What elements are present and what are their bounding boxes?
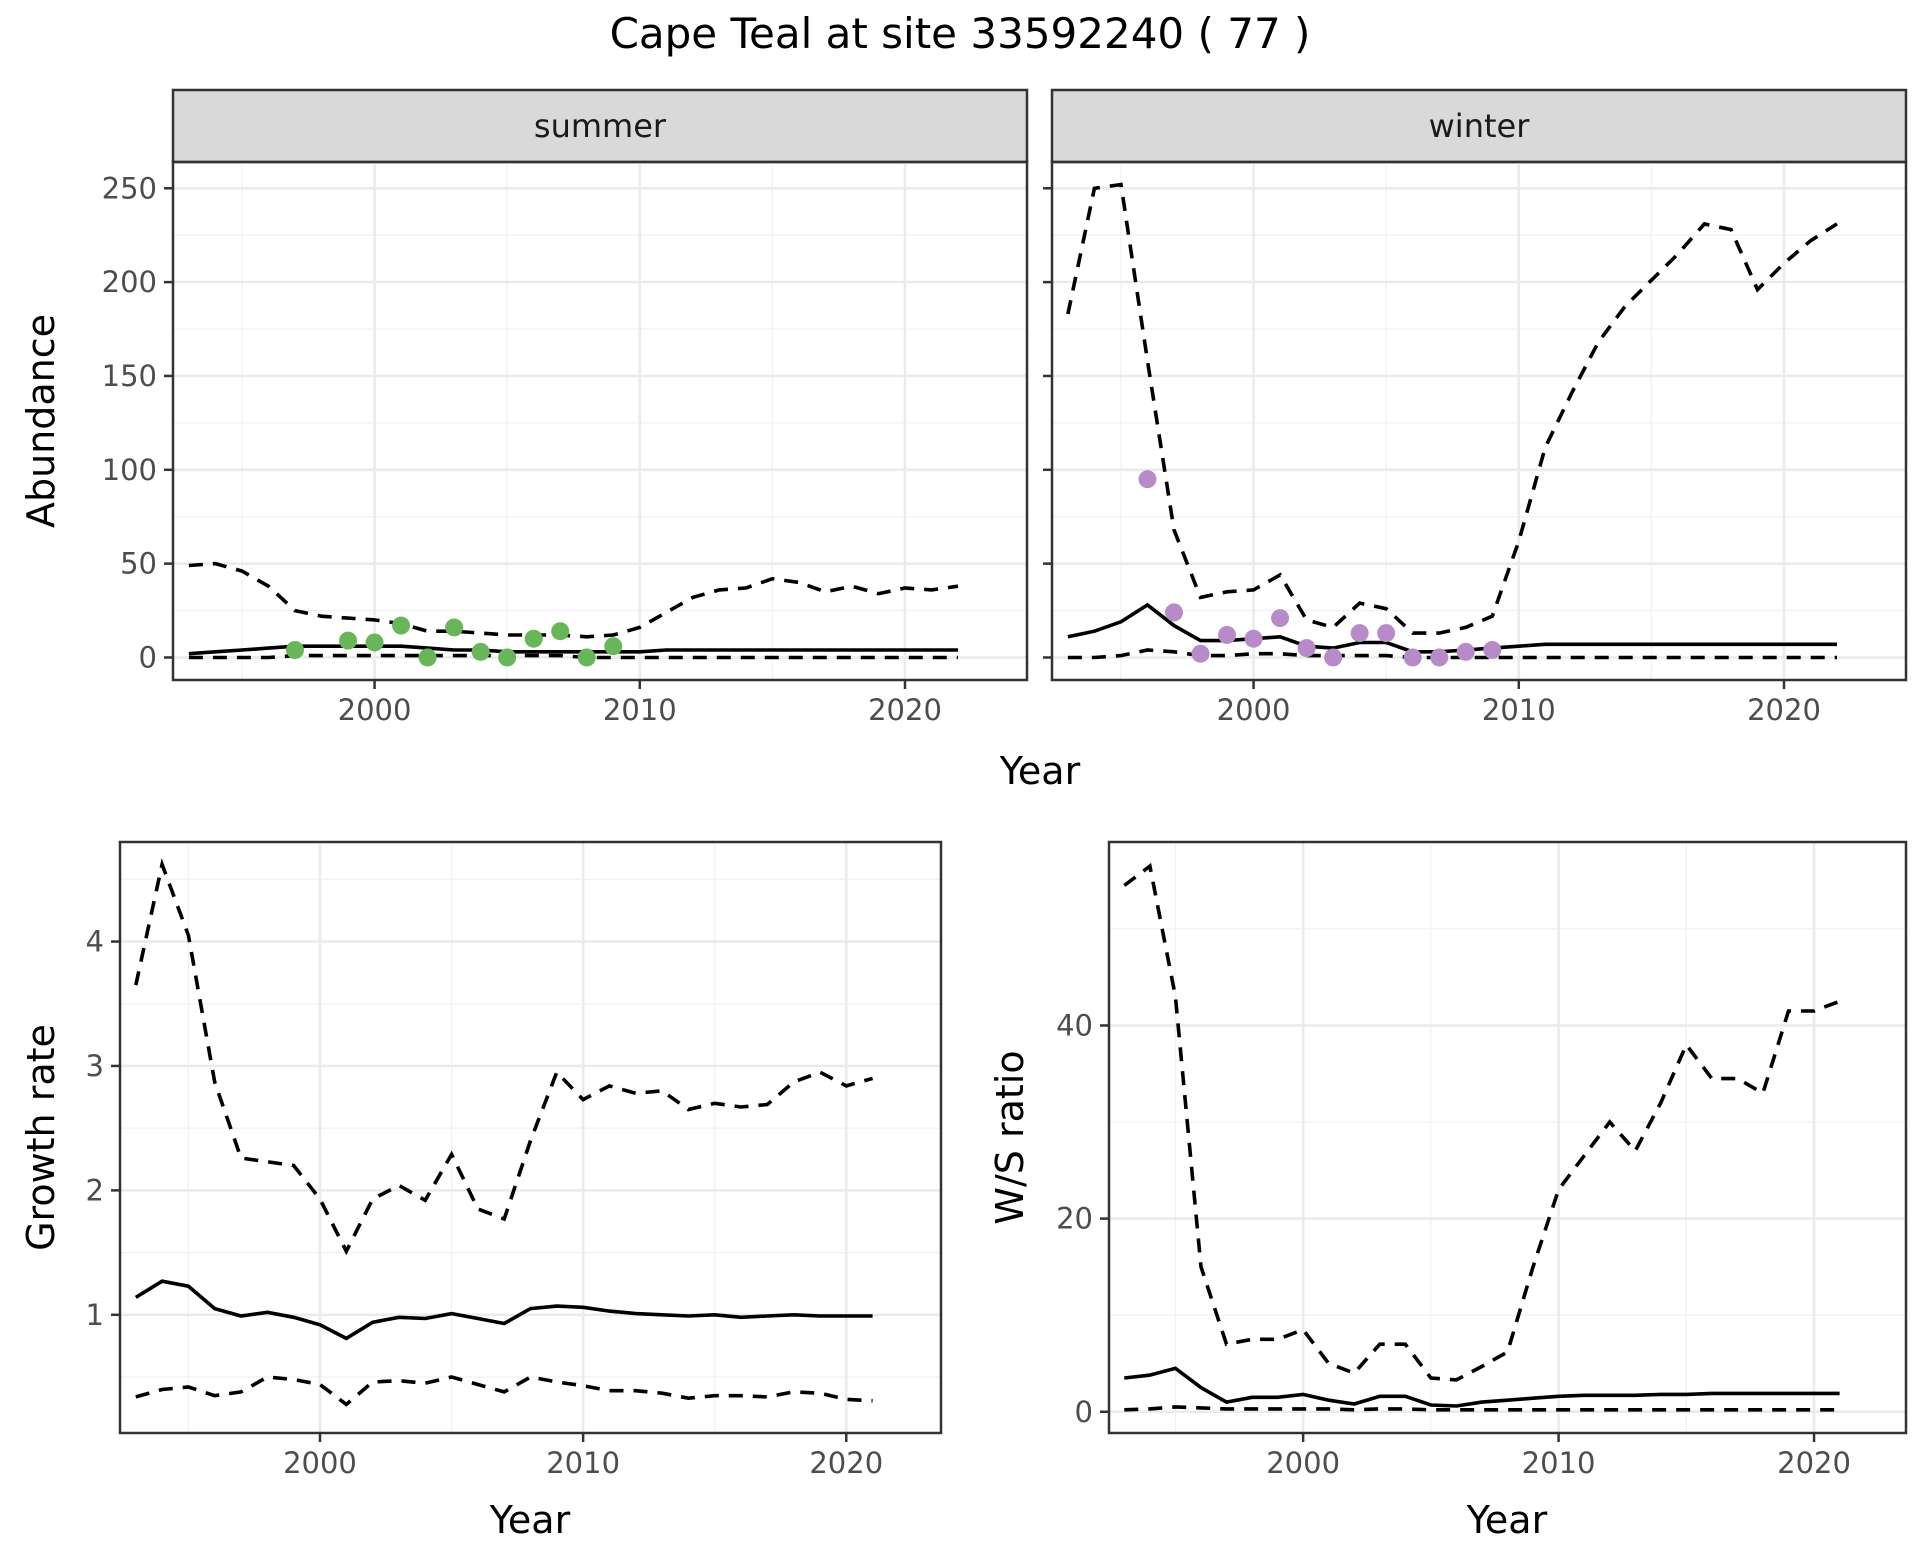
data-point-summer <box>418 648 437 667</box>
data-point-summer <box>286 640 304 659</box>
lower-bound-line <box>188 653 958 660</box>
data-point-winter <box>1271 609 1290 628</box>
x-tick-label: 2010 <box>603 693 677 727</box>
data-point-summer <box>524 629 543 648</box>
chart-title: Cape Teal at site 33592240 ( 77 ) <box>610 9 1311 58</box>
facet-strip-winter <box>1050 88 1908 164</box>
upper-bound-line <box>1066 182 1838 635</box>
mean-line <box>134 1279 873 1341</box>
y-tick-label: 4 <box>86 925 104 959</box>
x-tick-label: 2000 <box>1217 693 1291 727</box>
y-tick-label: 200 <box>102 265 157 299</box>
data-point-summer <box>392 616 411 635</box>
facet-strip-label: winter <box>1429 107 1531 145</box>
data-point-summer <box>604 637 623 656</box>
panel-border <box>118 840 943 1435</box>
x-tick-label: 2000 <box>1266 1446 1340 1480</box>
y-tick-label: 50 <box>120 547 157 581</box>
data-point-winter <box>1191 644 1210 663</box>
mean-line <box>1124 1366 1840 1408</box>
y-axis-title: W/S ratio <box>988 1050 1032 1224</box>
data-point-summer <box>551 622 570 641</box>
panel-border <box>1107 840 1908 1435</box>
data-point-winter <box>1456 642 1475 661</box>
upper-bound-line <box>1123 862 1841 1382</box>
y-tick-label: 0 <box>139 640 157 674</box>
data-point-summer <box>471 642 490 661</box>
data-point-winter <box>1297 639 1316 658</box>
y-tick-label: 20 <box>1056 1202 1093 1236</box>
facet-strip-label: summer <box>534 107 667 145</box>
data-point-winter <box>1244 629 1263 648</box>
data-point-summer <box>339 631 358 650</box>
data-point-summer <box>445 618 464 637</box>
y-tick-label: 3 <box>86 1049 104 1083</box>
lower-bound-line <box>135 1375 873 1407</box>
x-tick-label: 2020 <box>809 1446 883 1480</box>
x-axis-title: Year <box>489 1498 571 1542</box>
data-point-winter <box>1483 640 1502 659</box>
panel-border <box>1050 160 1908 682</box>
data-point-winter <box>1430 648 1449 667</box>
x-tick-label: 2020 <box>1747 693 1821 727</box>
y-tick-label: 150 <box>102 359 157 393</box>
x-tick-label: 2010 <box>546 1446 620 1480</box>
data-point-summer <box>577 648 596 667</box>
data-point-summer <box>498 648 517 667</box>
upper-bound-line <box>134 858 874 1256</box>
x-axis-title: Year <box>999 749 1081 793</box>
data-point-winter <box>1324 648 1343 667</box>
lower-bound-line <box>1124 1405 1840 1412</box>
y-tick-label: 100 <box>102 453 157 487</box>
y-tick-label: 1 <box>86 1298 104 1332</box>
data-point-winter <box>1403 648 1422 667</box>
x-tick-label: 2000 <box>338 693 412 727</box>
panel-winter: winter 2000 2010 2020 <box>1043 88 1908 727</box>
y-axis-title: Abundance <box>19 314 63 528</box>
y-tick-label: 0 <box>1075 1395 1093 1429</box>
x-tick-label: 2020 <box>1777 1446 1851 1480</box>
y-tick-label: 40 <box>1056 1008 1093 1042</box>
x-tick-label: 2020 <box>868 693 942 727</box>
panel-growth: 2000 2010 2020 1 2 3 4 Growth rate <box>19 840 943 1480</box>
data-point-winter <box>1350 624 1369 643</box>
x-tick-label: 2010 <box>1482 693 1556 727</box>
mean-line <box>188 644 958 656</box>
data-point-winter <box>1218 625 1237 644</box>
data-point-summer <box>365 633 384 652</box>
y-tick-label: 250 <box>102 171 157 205</box>
data-point-winter <box>1377 624 1396 643</box>
panel-summer: summer 2000 2010 2020 0 50 100 150 200 250 Abundan… <box>19 88 1029 727</box>
panel-border <box>171 160 1029 682</box>
y-tick-label: 2 <box>86 1173 104 1207</box>
panel-ratio: 2000 2010 2020 0 20 40 W/S ratio <box>988 840 1908 1480</box>
facet-strip-summer <box>171 88 1029 164</box>
x-tick-label: 2000 <box>283 1446 357 1480</box>
upper-bound-line <box>188 561 959 639</box>
x-tick-label: 2010 <box>1522 1446 1596 1480</box>
data-point-winter <box>1165 603 1183 622</box>
x-axis-title: Year <box>1466 1498 1548 1542</box>
y-axis-title: Growth rate <box>19 1024 63 1251</box>
data-point-winter <box>1138 470 1157 489</box>
mean-line <box>1067 602 1837 654</box>
